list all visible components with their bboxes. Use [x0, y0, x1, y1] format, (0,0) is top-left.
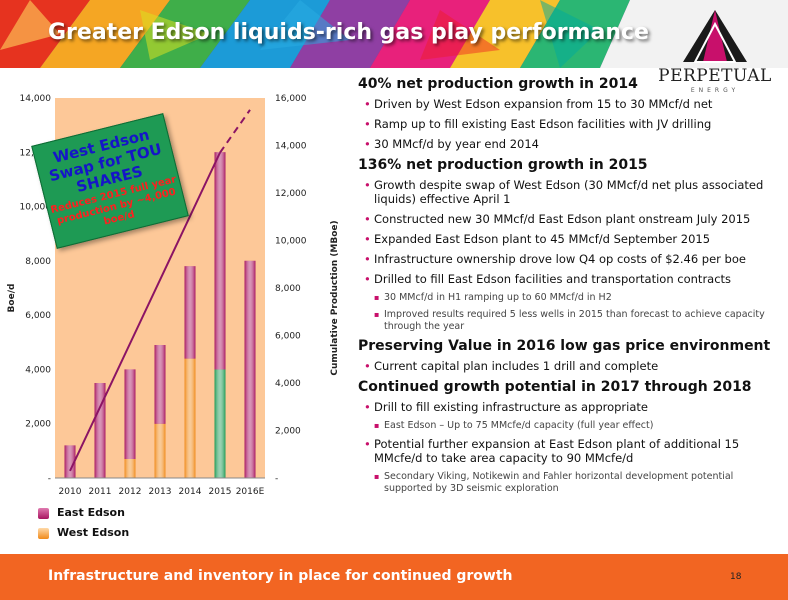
section-3: Preserving Value in 2016 low gas price e…	[358, 338, 778, 373]
y-tick-label: 8,000	[25, 257, 51, 267]
y2-tick-label: -	[275, 474, 278, 484]
bar-east-edson-2015	[214, 152, 226, 370]
x-tick-label: 2015	[209, 487, 232, 497]
y2-tick-label: 8,000	[275, 284, 301, 294]
section-heading: 40% net production growth in 2014	[358, 76, 638, 92]
y2-tick-label: 14,000	[275, 142, 307, 152]
legend-swatch-west-edson	[38, 528, 49, 539]
title-banner: Greater Edson liquids-rich gas play perf…	[0, 0, 788, 68]
logo-subtitle: ENERGY	[690, 87, 740, 94]
sub-bullet: 30 MMcf/d in H1 ramping up to 60 MMcf/d …	[358, 292, 778, 304]
y2-tick-label: 10,000	[275, 237, 307, 247]
y2-axis-title: Cumulative Production (MBoe)	[330, 220, 340, 375]
footer-text: Infrastructure and inventory in place fo…	[48, 568, 513, 584]
y-tick-label: 10,000	[20, 203, 52, 213]
sub-bullet: East Edson – Up to 75 MMcfe/d capacity (…	[358, 420, 778, 432]
bar-west-edson-2012	[124, 459, 136, 478]
logo-wordmark: PERPETUAL	[658, 66, 772, 86]
bar-east-edson-2010	[64, 445, 76, 478]
bullet: Drill to fill existing infrastructure as…	[358, 400, 778, 414]
content-bullets: 40% net production growth in 2014 Driven …	[358, 76, 778, 500]
y-tick-label: -	[48, 474, 51, 484]
y2-tick-label: 12,000	[275, 189, 307, 199]
bullet: Expanded East Edson plant to 45 MMcf/d S…	[358, 232, 778, 246]
bullet: Ramp up to fill existing East Edson faci…	[358, 117, 778, 131]
x-tick-label: 2014	[179, 487, 202, 497]
page-number: 18	[730, 572, 742, 582]
page-title: Greater Edson liquids-rich gas play perf…	[48, 20, 649, 45]
company-logo: PERPETUAL ENERGY	[655, 4, 775, 96]
bars	[64, 152, 256, 478]
y2-tick-label: 4,000	[275, 379, 301, 389]
bullet: Current capital plan includes 1 drill an…	[358, 359, 778, 373]
y-axis-title: Boe/d	[7, 284, 17, 313]
y2-axis-ticks: - 2,000 4,000 6,000 8,000 10,000 12,000 14,000 1…	[275, 94, 307, 484]
bullet: Potential further expansion at East Edso…	[358, 437, 778, 465]
section-heading: Continued growth potential in 2017 throu…	[358, 379, 752, 395]
y-tick-label: 6,000	[25, 311, 51, 321]
bullet: Growth despite swap of West Edson (30 MM…	[358, 178, 778, 206]
section-heading: 136% net production growth in 2015	[358, 157, 648, 173]
bullet: 30 MMcf/d by year end 2014	[358, 137, 778, 151]
bullet: Driven by West Edson expansion from 15 t…	[358, 97, 778, 111]
y-tick-label: 14,000	[20, 94, 52, 104]
bar-east-edson-2016E	[244, 260, 256, 478]
x-tick-label: 2010	[59, 487, 82, 497]
section-1: 40% net production growth in 2014 Driven …	[358, 76, 778, 151]
pyramid-logo-icon	[683, 10, 747, 63]
y-tick-label: 2,000	[25, 420, 51, 430]
x-tick-label: 2011	[89, 487, 112, 497]
x-axis-ticks: 2010 2011 2012 2013 2014 2015 2016E	[59, 487, 265, 497]
bar-east-edson-2014	[184, 266, 196, 359]
bar-west-edson-2013	[154, 423, 166, 478]
legend-label-east-edson: East Edson	[57, 506, 125, 519]
footer-bar: Infrastructure and inventory in place fo…	[0, 554, 788, 600]
bar-east-edson-2011	[94, 383, 106, 478]
bar-west-edson-2014	[184, 358, 196, 478]
section-4: Continued growth potential in 2017 throu…	[358, 379, 778, 495]
bullet: Drilled to fill East Edson facilities an…	[358, 272, 778, 286]
y2-tick-label: 16,000	[275, 94, 307, 104]
x-tick-label: 2016E	[236, 487, 265, 497]
y2-tick-label: 2,000	[275, 427, 301, 437]
y2-tick-label: 6,000	[275, 332, 301, 342]
sub-bullet: Improved results required 5 less wells i…	[358, 309, 778, 333]
section-heading: Preserving Value in 2016 low gas price e…	[358, 338, 771, 354]
x-tick-label: 2012	[119, 487, 142, 497]
bar-east-edson-2013	[154, 345, 166, 424]
bullet: Constructed new 30 MMcf/d East Edson pla…	[358, 212, 778, 226]
legend-swatch-east-edson	[38, 508, 49, 519]
section-2: 136% net production growth in 2015 Growth…	[358, 157, 778, 333]
sub-bullet: Secondary Viking, Notikewin and Fahler h…	[358, 471, 778, 495]
legend-label-west-edson: West Edson	[57, 526, 130, 539]
cumulative-line-projected	[219, 109, 251, 154]
y-tick-label: 4,000	[25, 365, 51, 375]
bullet: Infrastructure ownership drove low Q4 op…	[358, 252, 778, 266]
cumulative-line-actual	[69, 152, 221, 472]
x-tick-label: 2013	[149, 487, 172, 497]
bar-swap-volume-2015	[214, 369, 226, 478]
bar-east-edson-2012	[124, 369, 136, 459]
geometric-banner-background	[0, 0, 788, 68]
